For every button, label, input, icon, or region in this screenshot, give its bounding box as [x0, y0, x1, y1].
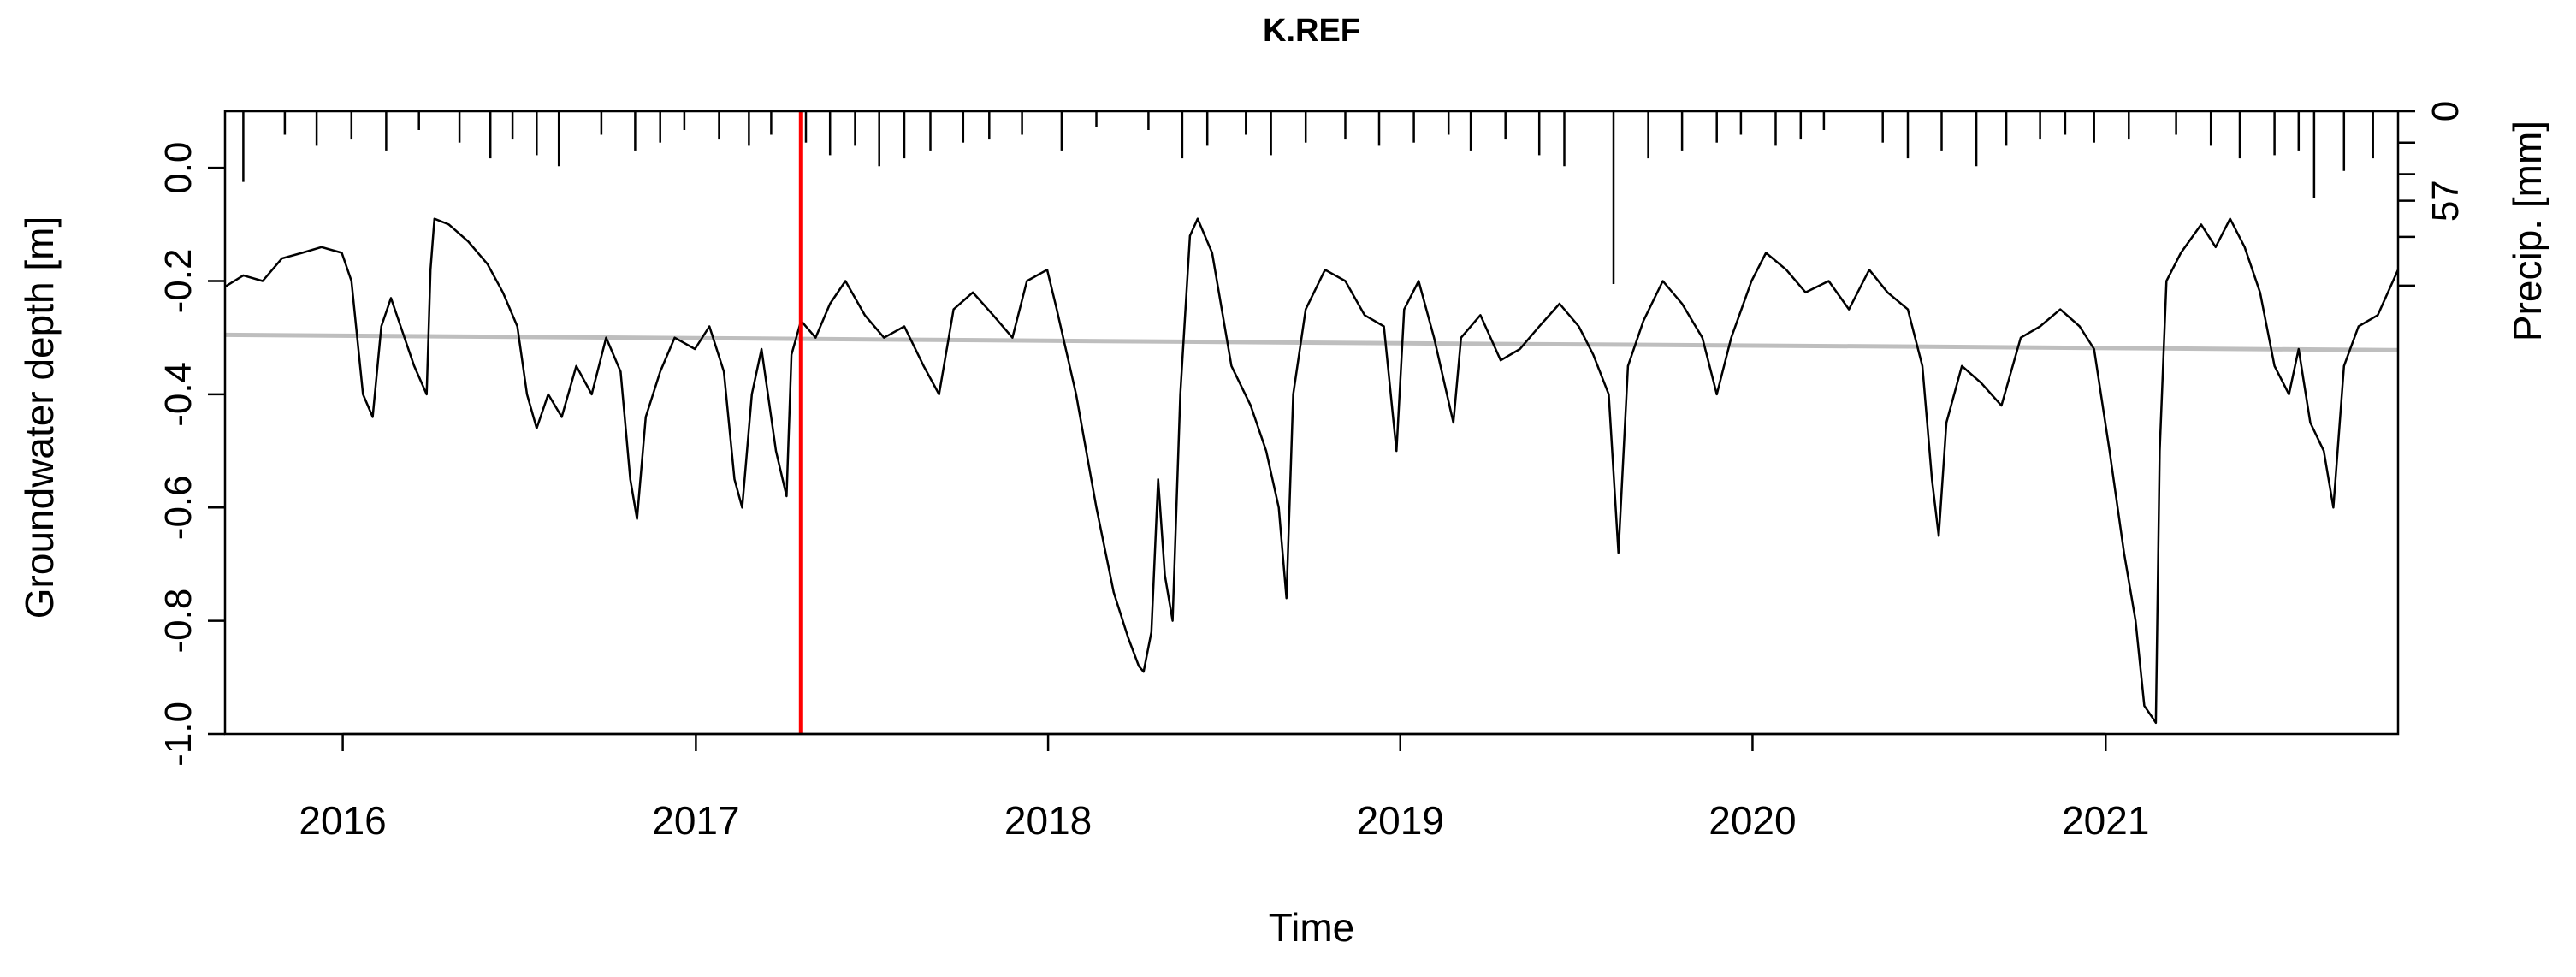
x-tick-label: 2021 — [2062, 798, 2149, 843]
y-axis: -1.0 -0.8 -0.6 -0.4 -0.2 0.0 — [157, 142, 225, 767]
y-axis-label: Groundwater depth [m] — [17, 216, 62, 619]
plot-frame — [223, 110, 2400, 736]
precip-series — [242, 111, 2374, 284]
y2-tick-label: 57 — [2425, 180, 2466, 222]
plot-content — [224, 111, 2400, 734]
chart-title: K.REF — [1263, 13, 1360, 49]
y-tick-label: -1.0 — [157, 702, 199, 767]
x-tick-label: 2020 — [1708, 798, 1796, 843]
trend-line — [224, 332, 2399, 352]
groundwater-line — [224, 217, 2400, 725]
x-tick-label: 2019 — [1357, 798, 1444, 843]
x-tick-label: 2016 — [299, 798, 386, 843]
y-tick-label: -0.8 — [157, 589, 199, 654]
y2-tick-label: 0 — [2425, 101, 2466, 121]
y2-axis: 0 57 — [2398, 101, 2466, 287]
y-tick-label: -0.4 — [157, 362, 199, 427]
x-axis-label: Time — [1269, 905, 1355, 950]
x-tick-label: 2017 — [652, 798, 739, 843]
y-tick-label: -0.6 — [157, 475, 199, 540]
x-axis: 2016 2017 2018 2019 2020 2021 — [299, 732, 2149, 843]
y-tick-label: 0.0 — [157, 142, 199, 194]
y2-axis-label: Precip. [mm] — [2505, 121, 2549, 341]
x-tick-label: 2018 — [1004, 798, 1092, 843]
y-tick-label: -0.2 — [157, 249, 199, 314]
